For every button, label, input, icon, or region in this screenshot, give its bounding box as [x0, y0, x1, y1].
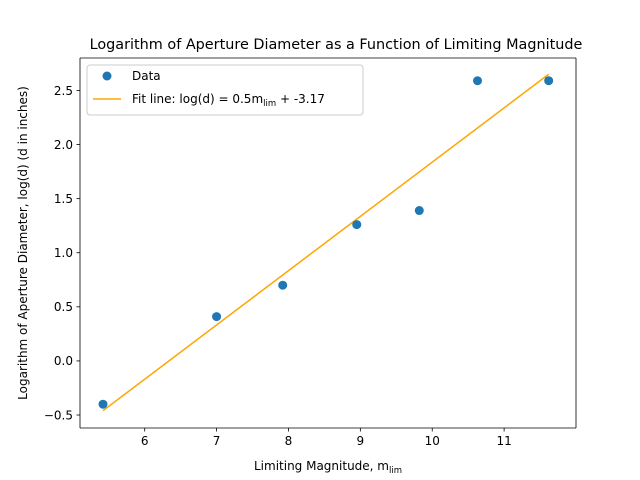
- data-point: [544, 76, 554, 86]
- x-tick-label: 6: [141, 434, 149, 448]
- legend-data-label: Data: [132, 69, 161, 83]
- data-point: [414, 206, 424, 216]
- fit-line: [102, 73, 550, 412]
- legend-data-marker: [102, 71, 112, 81]
- legend: Data Fit line: log(d) = 0.5mlim + -3.17: [86, 64, 364, 116]
- y-tick-label: 0.5: [54, 300, 73, 314]
- legend-fit-label-main: Fit line: log(d) = 0.5m: [132, 92, 263, 106]
- data-point: [212, 312, 222, 322]
- data-point: [473, 76, 483, 86]
- y-tick-label: 1.5: [54, 192, 73, 206]
- chart-title: Logarithm of Aperture Diameter as a Func…: [90, 37, 583, 53]
- x-tick-label: 11: [496, 434, 511, 448]
- x-axis-ticks: 6 7 8 9 10 11: [141, 428, 512, 448]
- y-tick-label: 1.0: [54, 246, 73, 260]
- legend-fit-label-subscript: lim: [263, 99, 276, 109]
- x-tick-label: 9: [357, 434, 365, 448]
- legend-fit-label-suffix: + -3.17: [276, 92, 325, 106]
- y-tick-label: 2.5: [54, 84, 73, 98]
- y-axis-ticks: −0.5 0.0 0.5 1.0 1.5 2.0 2.5: [44, 84, 80, 422]
- y-axis-label: Logarithm of Aperture Diameter, log(d) (…: [16, 86, 30, 400]
- x-axis-label-main: Limiting Magnitude, m: [254, 459, 389, 473]
- x-tick-label: 8: [285, 434, 293, 448]
- y-tick-label: 2.0: [54, 138, 73, 152]
- y-tick-label: −0.5: [44, 408, 73, 422]
- x-axis-label: Limiting Magnitude, mlim: [254, 459, 402, 476]
- x-axis-label-subscript: lim: [389, 466, 402, 476]
- legend-box: [86, 64, 364, 116]
- y-tick-label: 0.0: [54, 354, 73, 368]
- data-point: [352, 220, 362, 230]
- legend-fit-label: Fit line: log(d) = 0.5mlim + -3.17: [132, 92, 325, 109]
- x-tick-label: 7: [213, 434, 221, 448]
- plot-frame: [79, 57, 577, 429]
- fit-line-layer: [102, 73, 550, 412]
- data-points-layer: [98, 76, 554, 409]
- data-point: [98, 399, 108, 409]
- data-point: [278, 280, 288, 290]
- x-tick-label: 10: [425, 434, 440, 448]
